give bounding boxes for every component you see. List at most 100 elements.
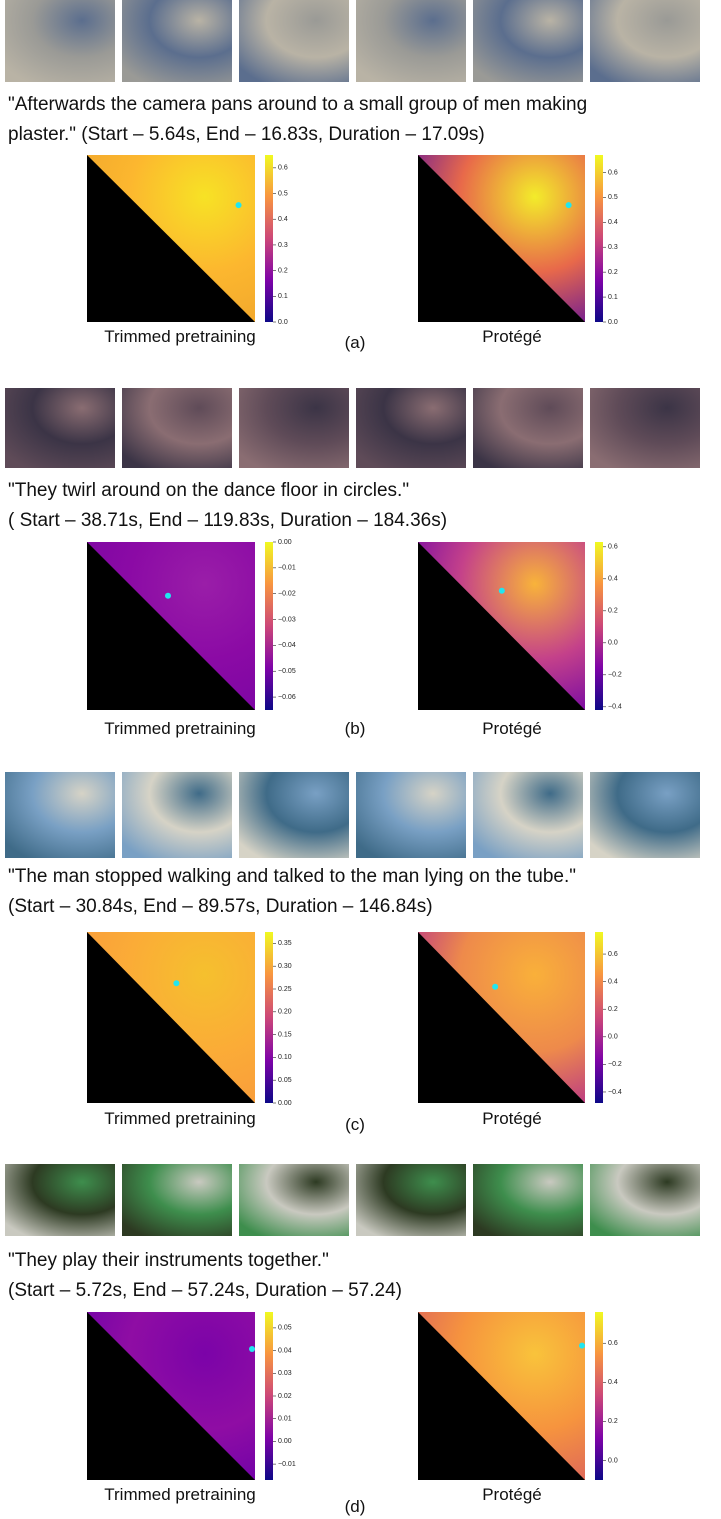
colorbar-tick-label: 0.0: [608, 1457, 618, 1464]
heatmap-title: Trimmed pretraining: [104, 719, 255, 738]
panel-label: (b): [345, 719, 366, 738]
colorbar-tick-label: 0.2: [608, 1418, 618, 1425]
colorbar-tick-label: 0.02: [278, 1393, 292, 1400]
colorbar-tick-label: 0.25: [278, 986, 292, 993]
video-frame: [356, 772, 466, 858]
colorbar-tick-label: 0.15: [278, 1031, 292, 1038]
colorbar-tick-label: 0.4: [278, 216, 288, 223]
colorbar-tick-label: 0.4: [608, 978, 618, 985]
video-frame: [356, 0, 466, 82]
video-frame: [5, 772, 115, 858]
colorbar-tick-label: 0.00: [278, 1438, 292, 1445]
colorbar-tick-label: 0.1: [278, 293, 288, 300]
colorbar-tick-label: −0.05: [278, 668, 296, 675]
colorbar: [265, 932, 273, 1103]
colorbar-tick-label: 0.2: [608, 1006, 618, 1013]
heatmap-title: Protégé: [482, 1485, 542, 1504]
gt-marker: [173, 980, 179, 986]
colorbar-tick-label: 0.0: [608, 319, 618, 326]
colorbar-tick-label: 0.2: [278, 267, 288, 274]
colorbar-tick-label: 0.4: [608, 1379, 618, 1386]
colorbar: [595, 542, 603, 710]
gt-marker: [492, 984, 498, 990]
colorbar-tick-label: 0.04: [278, 1347, 292, 1354]
colorbar-tick-label: −0.06: [278, 694, 296, 701]
colorbar-tick-label: 0.00: [278, 539, 292, 546]
colorbar: [265, 155, 273, 322]
colorbar-tick-label: 0.00: [278, 1100, 292, 1107]
colorbar-tick-label: 0.6: [608, 544, 618, 551]
colorbar: [265, 542, 273, 710]
video-frame: [356, 388, 466, 468]
video-frame: [590, 1164, 700, 1236]
gt-marker: [499, 588, 505, 594]
colorbar: [265, 1312, 273, 1480]
colorbar-tick-label: 0.3: [278, 242, 288, 249]
caption-line: "The man stopped walking and talked to t…: [8, 866, 576, 887]
colorbar: [595, 155, 603, 322]
colorbar-tick-label: 0.3: [608, 244, 618, 251]
video-frame: [473, 388, 583, 468]
gt-marker: [249, 1346, 255, 1352]
video-frame: [473, 0, 583, 82]
colorbar-tick-label: 0.01: [278, 1416, 292, 1423]
colorbar-tick-label: −0.01: [278, 1461, 296, 1468]
caption-line: (Start – 5.72s, End – 57.24s, Duration –…: [8, 1280, 402, 1301]
colorbar-tick-label: 0.0: [608, 1034, 618, 1041]
video-frame: [590, 0, 700, 82]
heatmap-title: Protégé: [482, 719, 542, 738]
video-frame: [5, 1164, 115, 1236]
colorbar-tick-label: −0.04: [278, 642, 296, 649]
panel-label: (d): [345, 1497, 366, 1516]
video-frame: [5, 388, 115, 468]
colorbar-tick-label: 0.05: [278, 1077, 292, 1084]
colorbar-tick-label: −0.03: [278, 616, 296, 623]
video-frame: [590, 772, 700, 858]
heatmap-title: Protégé: [482, 327, 542, 346]
colorbar-tick-label: −0.02: [278, 591, 296, 598]
caption-line: ( Start – 38.71s, End – 119.83s, Duratio…: [8, 510, 447, 531]
heatmap-title: Trimmed pretraining: [104, 1109, 255, 1128]
colorbar-tick-label: 0.6: [608, 1340, 618, 1347]
colorbar-tick-label: 0.1: [608, 294, 618, 301]
video-frame: [239, 0, 349, 82]
panel-label: (a): [345, 333, 366, 352]
page: Temporal grounding heatmaps html, body {…: [0, 0, 721, 1519]
gt-marker: [579, 1343, 585, 1349]
gt-marker: [236, 202, 242, 208]
video-frame: [122, 0, 232, 82]
colorbar-tick-label: −0.01: [278, 565, 296, 572]
caption-line: "They play their instruments together.": [8, 1250, 329, 1271]
colorbar: [595, 932, 603, 1103]
colorbar-tick-label: 0.0: [608, 640, 618, 647]
panel-label: (c): [345, 1115, 365, 1134]
video-frame: [122, 1164, 232, 1236]
caption-line: "They twirl around on the dance floor in…: [8, 480, 409, 501]
colorbar-tick-label: 0.5: [278, 190, 288, 197]
colorbar-tick-label: 0.5: [608, 194, 618, 201]
colorbar-tick-label: 0.2: [608, 269, 618, 276]
colorbar-tick-label: 0.2: [608, 608, 618, 615]
heatmap-title: Protégé: [482, 1109, 542, 1128]
colorbar-tick-label: −0.4: [608, 704, 622, 711]
gt-marker: [566, 202, 572, 208]
video-frame: [122, 388, 232, 468]
caption-line: plaster." (Start – 5.64s, End – 16.83s, …: [8, 124, 485, 145]
colorbar-tick-label: −0.2: [608, 672, 622, 679]
colorbar-tick-label: 0.4: [608, 219, 618, 226]
caption-line: "Afterwards the camera pans around to a …: [8, 94, 587, 115]
colorbar-tick-label: 0.05: [278, 1325, 292, 1332]
page-body: {"panels": [ {"caption": ["\"Afterwards …: [0, 0, 721, 1519]
caption-line: (Start – 30.84s, End – 89.57s, Duration …: [8, 896, 433, 917]
figure: "Afterwards the camera pans around to a …: [0, 0, 721, 1519]
colorbar-tick-label: 0.35: [278, 940, 292, 947]
video-frame: [473, 772, 583, 858]
gt-marker: [165, 593, 171, 599]
colorbar-tick-label: 0.03: [278, 1370, 292, 1377]
video-frame: [356, 1164, 466, 1236]
colorbar-tick-label: 0.6: [608, 169, 618, 176]
video-frame: [239, 1164, 349, 1236]
colorbar-tick-label: 0.4: [608, 576, 618, 583]
colorbar-tick-label: −0.4: [608, 1089, 622, 1096]
colorbar-tick-label: −0.2: [608, 1061, 622, 1068]
